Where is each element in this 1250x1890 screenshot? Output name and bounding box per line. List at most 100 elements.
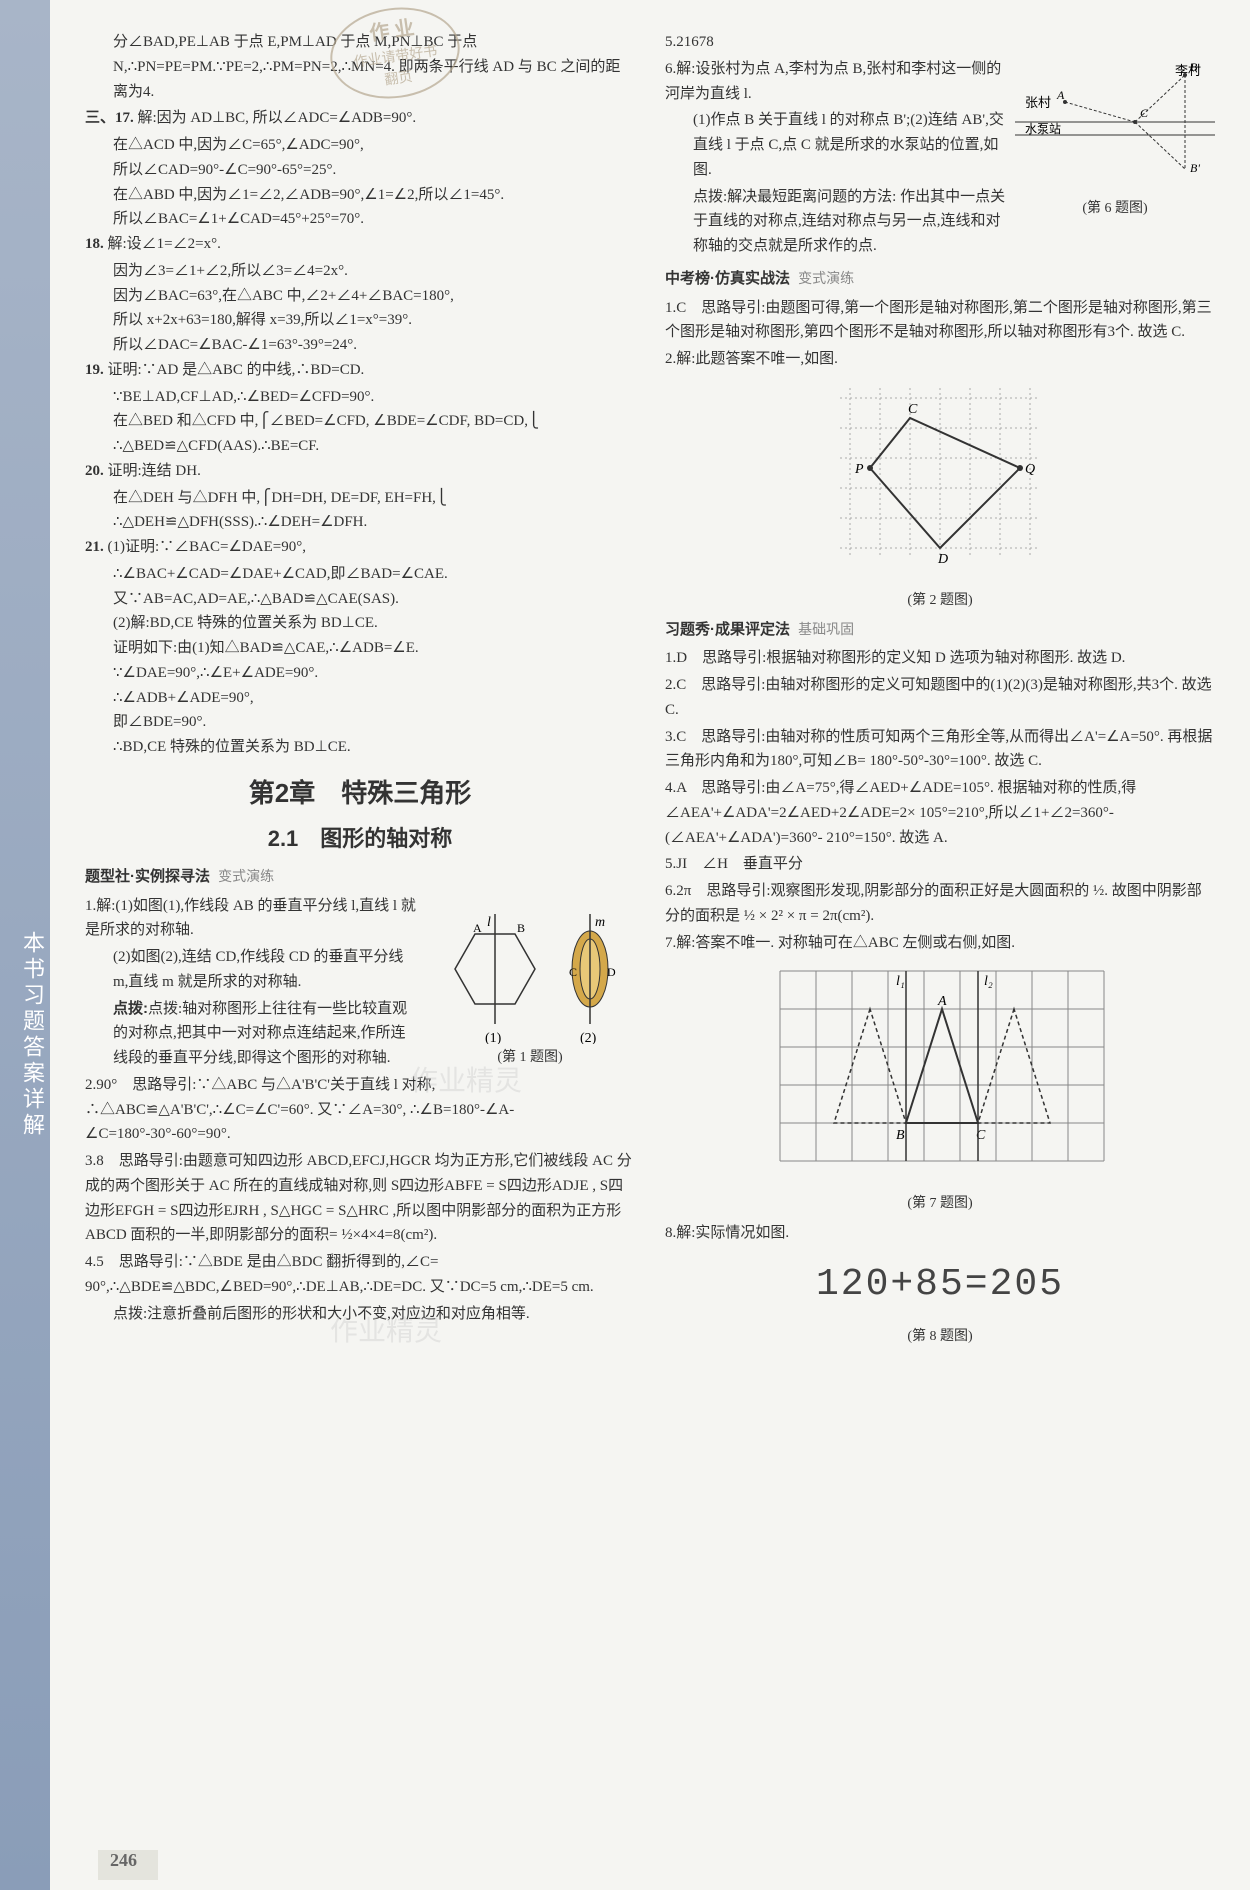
p21-l8: 即∠BDE=90°. (85, 710, 635, 735)
section-title: 2.1 图形的轴对称 (85, 821, 635, 857)
svg-text:A: A (937, 994, 947, 1009)
p21-l7: ∴∠ADB+∠ADE=90°, (85, 686, 635, 711)
p17-l2: 在△ACD 中,因为∠C=65°,∠ADC=90°, (85, 133, 635, 158)
p21-l6: ∵∠DAE=90°,∴∠E+∠ADE=90°. (85, 661, 635, 686)
p17-l4: 在△ABD 中,因为∠1=∠2,∠ADB=90°,∠1=∠2,所以∠1=45°. (85, 183, 635, 208)
svg-text:水泵站: 水泵站 (1025, 122, 1061, 136)
p19-label: 19. (85, 362, 104, 378)
svg-text:(2): (2) (580, 1031, 597, 1044)
xq2: 2.C 思路导引:由轴对称图形的定义可知题图中的(1)(2)(3)是轴对称图形,… (665, 673, 1215, 723)
problem-19: 19. 证明:∵AD 是△ABC 的中线,∴BD=CD. (85, 358, 635, 383)
fig6-caption: (第 6 题图) (1015, 197, 1215, 220)
p19-l3: 在△BED 和△CFD 中,⎧∠BED=∠CFD, ∠BDE=∠CDF, BD=… (85, 409, 635, 434)
svg-text:B: B (517, 921, 525, 935)
p18-label: 18. (85, 236, 104, 252)
fig2-caption: (第 2 题图) (665, 589, 1215, 612)
p18-l3: 因为∠BAC=63°,在△ABC 中,∠2+∠4+∠BAC=180°, (85, 284, 635, 309)
problem-20: 20. 证明:连结 DH. (85, 459, 635, 484)
sub3-gray: 基础巩固 (798, 621, 854, 637)
q3: 3.8 思路导引:由题意可知四边形 ABCD,EFCJ,HGCR 均为正方形,它… (85, 1149, 635, 1248)
figure-2-svg: C P Q D (820, 378, 1060, 578)
q4: 4.5 思路导引:∵△BDE 是由△BDC 翻折得到的,∠C= 90°,∴△BD… (85, 1250, 635, 1300)
svg-text:Q: Q (1025, 462, 1035, 477)
svg-text:P: P (854, 462, 864, 477)
sub3-text: 习题秀·成果评定法 (665, 621, 790, 638)
svg-text:l₁: l₁ (896, 974, 905, 989)
fig1-caption: (第 1 题图) (425, 1046, 635, 1069)
page-number: 246 (110, 1846, 137, 1875)
zq1: 1.C 思路导引:由题图可得,第一个图形是轴对称图形,第二个图形是轴对称图形,第… (665, 296, 1215, 346)
p20-l3: ∴△DEH≌△DFH(SSS).∴∠DEH=∠DFH. (85, 510, 635, 535)
left-column: 分∠BAD,PE⊥AB 于点 E,PM⊥AD 于点 M,PN⊥BC 于点 N,∴… (70, 30, 650, 1870)
svg-text:l₂: l₂ (984, 974, 993, 989)
p21-l9: ∴BD,CE 特殊的位置关系为 BD⊥CE. (85, 735, 635, 760)
p21-l5: 证明如下:由(1)知△BAD≌△CAE,∴∠ADB=∠E. (85, 636, 635, 661)
sub1-gray: 变式演练 (218, 868, 274, 884)
page-content: 作 业 作业请带好书 翻页 作业精灵 作业精灵 分∠BAD,PE⊥AB 于点 E… (50, 0, 1250, 1890)
q2: 2.90° 思路导引:∵△ABC 与△A'B'C'关于直线 l 对称, ∴△AB… (85, 1073, 635, 1147)
p17-l5: 所以∠BAC=∠1+∠CAD=45°+25°=70°. (85, 207, 635, 232)
p18-l1: 解:设∠1=∠2=x°. (108, 236, 221, 252)
chapter-title: 第2章 特殊三角形 (85, 772, 635, 815)
stamp-line3: 翻页 (383, 67, 414, 93)
sub2-gray: 变式演练 (798, 270, 854, 286)
sub2-text: 中考榜·仿真实战法 (665, 270, 790, 287)
svg-text:C: C (569, 965, 577, 979)
p21-l2: ∴∠BAC+∠CAD=∠DAE+∠CAD,即∠BAD=∠CAE. (85, 562, 635, 587)
p21-l1: (1)证明:∵∠BAC=∠DAE=90°, (108, 539, 306, 555)
p21-label: 21. (85, 539, 104, 555)
p21-l4: (2)解:BD,CE 特殊的位置关系为 BD⊥CE. (85, 611, 635, 636)
svg-text:m: m (595, 915, 605, 930)
svg-text:(1): (1) (485, 1031, 502, 1044)
problem-17: 三、17. 解:因为 AD⊥BC, 所以∠ADC=∠ADB=90°. (85, 106, 635, 131)
q1-hint-text: 点拨:轴对称图形上往往有一些比较直观的对称点,把其中一对对称点连结起来,作所连线… (113, 1001, 407, 1067)
svg-text:D: D (607, 965, 616, 979)
p19-l4: ∴△BED≌△CFD(AAS).∴BE=CF. (85, 434, 635, 459)
side-tab-text: 本书习题答案详解 (15, 931, 50, 1139)
xq4: 4.A 思路导引:由∠A=75°,得∠AED+∠ADE=105°. 根据轴对称的… (665, 776, 1215, 850)
problem-18: 18. 解:设∠1=∠2=x°. (85, 232, 635, 257)
p18-l4: 所以 x+2x+63=180,解得 x=39,所以∠1=x°=39°. (85, 308, 635, 333)
fig7-caption: (第 7 题图) (665, 1192, 1215, 1215)
q4-hint: 点拨:注意折叠前后图形的形状和大小不变,对应边和对应角相等. (85, 1302, 635, 1327)
svg-text:A: A (1056, 88, 1065, 102)
sub1-text: 题型社·实例探寻法 (85, 868, 210, 885)
svg-text:B: B (896, 1128, 905, 1143)
p17-l1: 解:因为 AD⊥BC, 所以∠ADC=∠ADB=90°. (138, 110, 417, 126)
svg-text:D: D (937, 552, 948, 567)
svg-text:A: A (473, 921, 482, 935)
subsection-1: 题型社·实例探寻法 变式演练 (85, 865, 635, 890)
p17-l3: 所以∠CAD=90°-∠C=90°-65°=25°. (85, 158, 635, 183)
problem-21: 21. (1)证明:∵∠BAC=∠DAE=90°, (85, 535, 635, 560)
p18-l2: 因为∠3=∠1+∠2,所以∠3=∠4=2x°. (85, 259, 635, 284)
svg-text:张村: 张村 (1025, 95, 1051, 110)
p20-label: 20. (85, 463, 104, 479)
figure-1-box: l A B (1) m C D (2) (第 1 题图) (425, 894, 635, 1069)
zq2: 2.解:此题答案不唯一,如图. (665, 347, 1215, 372)
p20-l2: 在△DEH 与△DFH 中,⎧DH=DH, DE=DF, EH=FH,⎩ (85, 486, 635, 511)
subsection-2: 中考榜·仿真实战法 变式演练 (665, 267, 1215, 292)
xq5: 5.JI ∠H 垂直平分 (665, 852, 1215, 877)
figure-1-svg: l A B (1) m C D (2) (425, 894, 635, 1044)
p19-l2: ∵BE⊥AD,CF⊥AD,∴∠BED=∠CFD=90°. (85, 385, 635, 410)
svg-text:B: B (1190, 60, 1198, 74)
subsection-3: 习题秀·成果评定法 基础巩固 (665, 618, 1215, 643)
p20-l1: 证明:连结 DH. (108, 463, 201, 479)
xq3: 3.C 思路导引:由轴对称的性质可知两个三角形全等,从而得出∠A'=∠A=50°… (665, 725, 1215, 775)
figure-7-box: A B C l₁ l₂ (第 7 题图) (665, 961, 1215, 1215)
right-column: 5.21678 张村 李村 A B 水泵站 C B' (第 6 题图) (650, 30, 1230, 1870)
side-tab: 本书习题答案详解 (0, 0, 50, 1890)
p17-label: 三、17. (85, 110, 134, 126)
xq7: 7.解:答案不唯一. 对称轴可在△ABC 左侧或右侧,如图. (665, 931, 1215, 956)
svg-text:C: C (1140, 106, 1149, 120)
figure-7-svg: A B C l₁ l₂ (760, 961, 1120, 1181)
figure-2-box: C P Q D (第 2 题图) (665, 378, 1215, 612)
figure-6-svg: 张村 李村 A B 水泵站 C B' (1015, 57, 1215, 187)
xq8: 8.解:实际情况如图. (665, 1221, 1215, 1246)
p21-l3: 又∵AB=AC,AD=AE,∴△BAD≌△CAE(SAS). (85, 587, 635, 612)
fig8-caption: (第 8 题图) (665, 1325, 1215, 1348)
p18-l5: 所以∠DAC=∠BAC-∠1=63°-39°=24°. (85, 333, 635, 358)
q5: 5.21678 (665, 30, 1215, 55)
xq1: 1.D 思路导引:根据轴对称图形的定义知 D 选项为轴对称图形. 故选 D. (665, 646, 1215, 671)
xq6: 6.2π 思路导引:观察图形发现,阴影部分的面积正好是大圆面积的 ½. 故图中阴… (665, 879, 1215, 929)
